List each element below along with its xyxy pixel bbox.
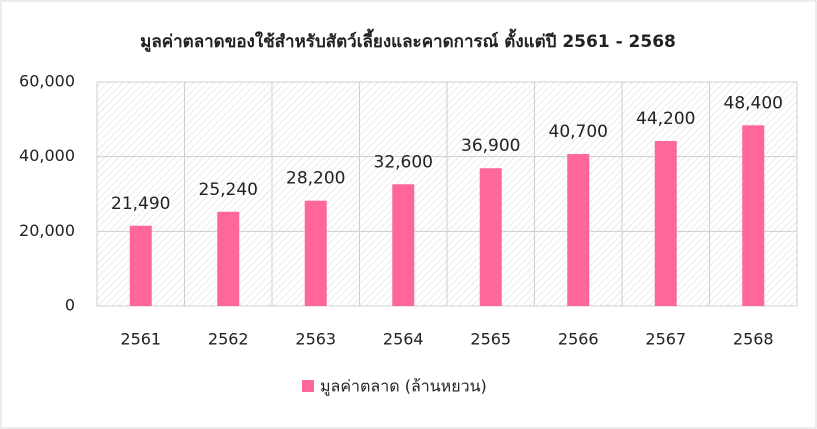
bar: [654, 140, 677, 306]
x-tick-label: 2567: [645, 330, 686, 349]
bar: [129, 225, 152, 306]
x-tick-label: 2564: [383, 330, 424, 349]
value-label: 40,700: [549, 122, 608, 142]
x-tick-label: 2565: [470, 330, 511, 349]
bar: [217, 211, 240, 306]
x-tick-label: 2562: [208, 330, 249, 349]
bar: [392, 184, 415, 306]
value-label: 25,240: [199, 180, 258, 200]
x-tick-label: 2568: [733, 330, 774, 349]
y-tick-label: 40,000: [19, 146, 75, 165]
y-tick-label: 0: [65, 296, 75, 315]
bar: [304, 200, 327, 306]
value-label: 36,900: [461, 136, 520, 156]
bar: [479, 168, 502, 306]
value-label: 21,490: [111, 194, 170, 214]
x-tick-label: 2561: [120, 330, 161, 349]
y-tick-label: 60,000: [19, 72, 75, 91]
bar: [742, 125, 765, 306]
legend-swatch: [302, 380, 314, 392]
value-label: 32,600: [374, 152, 433, 172]
chart-title: มูลค่าตลาดของใช้สำหรับสัตว์เลี้ยงและคาดก…: [140, 28, 676, 53]
legend-label: มูลค่าตลาด (ล้านหยวน): [320, 377, 487, 397]
value-label: 48,400: [724, 93, 783, 113]
value-label: 28,200: [286, 169, 345, 189]
value-label: 44,200: [636, 109, 695, 129]
bar: [567, 154, 590, 306]
y-tick-label: 20,000: [19, 221, 75, 240]
x-tick-label: 2566: [558, 330, 599, 349]
x-tick-label: 2563: [295, 330, 336, 349]
